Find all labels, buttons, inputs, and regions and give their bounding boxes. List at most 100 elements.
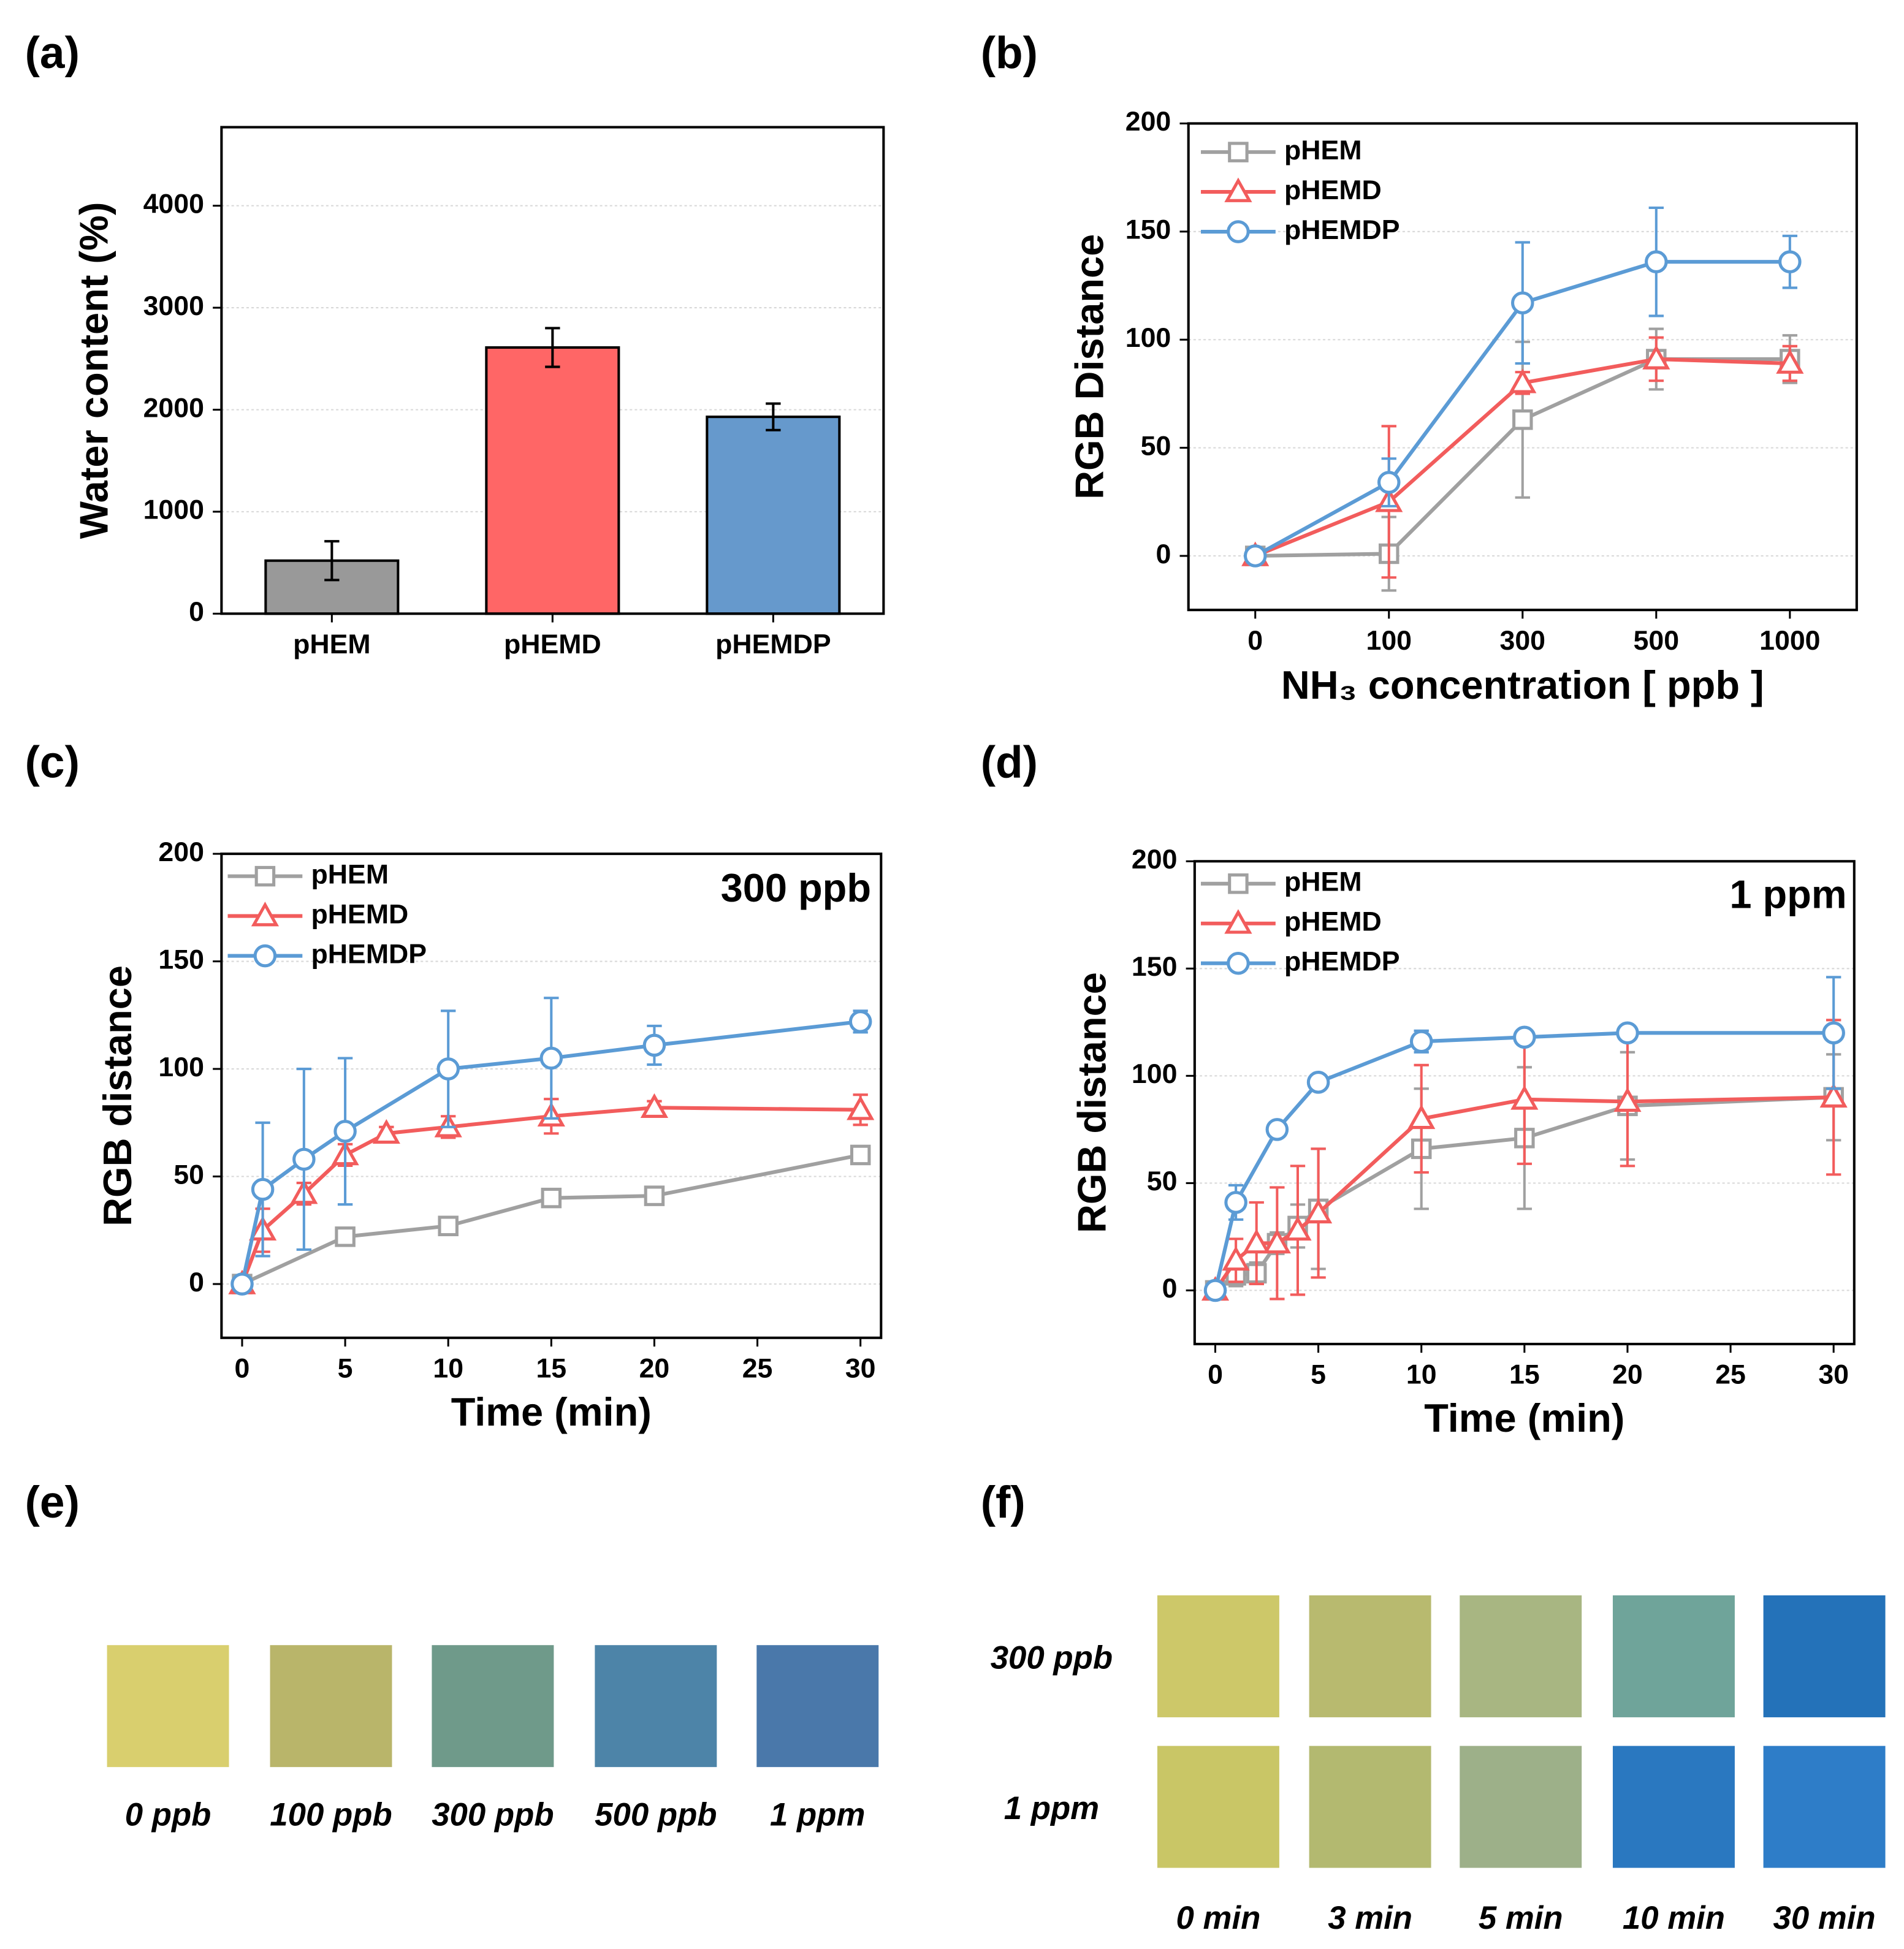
color-swatch xyxy=(1460,1746,1582,1868)
x-tick-label: 5 xyxy=(338,1353,353,1383)
marker xyxy=(1306,1071,1330,1094)
legend-label: pHEM xyxy=(1284,867,1362,897)
marker xyxy=(1409,1030,1433,1054)
x-tick-label: 1000 xyxy=(1759,626,1820,656)
y-tick-label: 150 xyxy=(1125,215,1171,245)
x-tick-label: pHEMD xyxy=(504,629,601,659)
y-tick-label: 100 xyxy=(1132,1059,1178,1089)
x-axis-label: Time (min) xyxy=(1424,1396,1624,1440)
legend-label: pHEMDP xyxy=(311,939,427,969)
marker xyxy=(848,1010,872,1033)
annotation: 300 ppb xyxy=(721,865,871,910)
series xyxy=(1203,976,1845,1302)
y-tick-label: 150 xyxy=(158,944,204,974)
bar xyxy=(485,346,620,615)
y-axis-label: RGB distance xyxy=(1070,972,1114,1233)
x-tick-label: 100 xyxy=(1366,626,1412,656)
x-tick-label: 20 xyxy=(1612,1360,1643,1390)
marker xyxy=(1203,1278,1227,1302)
marker xyxy=(253,944,277,968)
chart: 0 1000 2000 3000 4000 pHEM pHEMD pHEMDP Water co… xyxy=(72,126,885,659)
marker xyxy=(1512,409,1533,430)
bar xyxy=(706,416,841,615)
marker xyxy=(541,1187,562,1209)
color-swatch xyxy=(1612,1595,1735,1717)
y-tick-label: 3000 xyxy=(143,291,204,321)
marker xyxy=(1776,349,1804,374)
y-tick-label: 200 xyxy=(1125,107,1171,137)
legend-label: pHEM xyxy=(1284,135,1362,165)
x-tick-label: 0 xyxy=(1208,1360,1223,1390)
swatch-label: 0 ppb xyxy=(125,1796,211,1833)
legend: pHEM pHEMD pHEMDP xyxy=(1201,135,1400,245)
marker xyxy=(438,1215,459,1237)
color-swatch xyxy=(432,1645,554,1768)
color-swatch xyxy=(1763,1746,1886,1868)
legend-label: pHEMDP xyxy=(1284,947,1400,977)
x-tick-label: 20 xyxy=(639,1353,670,1383)
panel-label: (e) xyxy=(25,1478,80,1527)
marker xyxy=(642,1033,666,1057)
marker xyxy=(1224,177,1252,202)
color-swatch xyxy=(1460,1595,1582,1717)
plot-frame xyxy=(1187,122,1858,612)
x-tick-label: 500 xyxy=(1634,626,1680,656)
marker xyxy=(292,1147,316,1171)
x-tick-label: 300 xyxy=(1500,626,1546,656)
marker xyxy=(1513,1025,1536,1049)
y-tick-label: 2000 xyxy=(143,393,204,423)
legend: pHEM pHEMD pHEMDP xyxy=(1201,867,1400,977)
series xyxy=(1243,206,1802,568)
color-swatch xyxy=(1763,1595,1886,1717)
color-swatch xyxy=(270,1645,392,1768)
color-swatch xyxy=(1157,1746,1279,1868)
marker xyxy=(1243,544,1267,568)
swatch-label: 100 ppb xyxy=(270,1796,392,1833)
legend-label: pHEM xyxy=(311,859,389,889)
marker xyxy=(1819,1082,1848,1108)
x-tick-label: 15 xyxy=(536,1353,566,1383)
column-label: 0 min xyxy=(1176,1900,1261,1936)
x-tick-label: 10 xyxy=(433,1353,463,1383)
series xyxy=(230,997,872,1296)
y-tick-label: 200 xyxy=(1132,845,1178,875)
marker xyxy=(1227,951,1250,975)
panel-label: (a) xyxy=(25,28,80,78)
error-bar xyxy=(545,327,560,368)
panel-label: (b) xyxy=(981,28,1038,78)
marker xyxy=(372,1119,400,1144)
marker xyxy=(1510,1085,1539,1110)
y-axis-label: Water content (%) xyxy=(72,202,116,539)
marker xyxy=(1778,250,1802,273)
column-label: 10 min xyxy=(1623,1900,1725,1936)
marker xyxy=(1304,1198,1333,1224)
x-axis-label: NH₃ concentration [ ppb ] xyxy=(1281,663,1764,707)
x-tick-label: 0 xyxy=(235,1353,250,1383)
x-tick-label: 10 xyxy=(1406,1360,1437,1390)
marker xyxy=(1227,220,1250,243)
color-swatch xyxy=(1309,1595,1431,1717)
marker xyxy=(1222,1245,1250,1271)
x-tick-label: 25 xyxy=(1715,1360,1746,1390)
x-tick-label: 30 xyxy=(845,1353,876,1383)
annotation: 1 ppm xyxy=(1729,872,1846,916)
marker xyxy=(850,1144,871,1166)
marker xyxy=(1645,250,1668,273)
swatch-label: 1 ppm xyxy=(770,1796,865,1833)
marker xyxy=(1265,1118,1289,1141)
marker xyxy=(251,1177,275,1201)
y-tick-label: 4000 xyxy=(143,189,204,219)
plot-frame xyxy=(1193,860,1856,1345)
row-label: 300 ppb xyxy=(991,1640,1113,1676)
marker xyxy=(1822,1021,1845,1045)
marker xyxy=(230,1272,254,1296)
legend-label: pHEMD xyxy=(311,899,409,929)
panel-label: (f) xyxy=(981,1478,1026,1527)
chart: 0 50 100 150 200 0 5 10 15 20 25 30 RGB distance Time… xyxy=(95,837,883,1434)
y-tick-label: 50 xyxy=(1147,1166,1178,1196)
marker xyxy=(1511,291,1534,315)
color-swatch xyxy=(1157,1595,1279,1717)
marker xyxy=(1224,1191,1247,1214)
marker xyxy=(640,1093,669,1118)
